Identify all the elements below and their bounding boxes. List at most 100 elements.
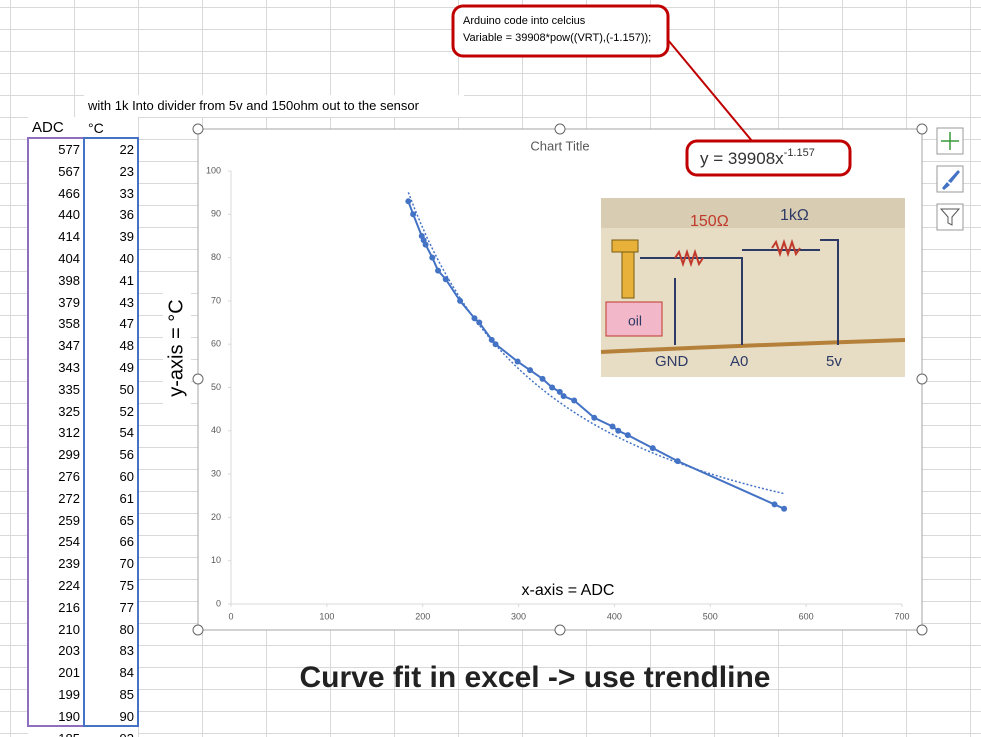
point	[649, 445, 656, 452]
y-tick-label: 80	[211, 252, 221, 262]
cell: 93	[84, 727, 138, 737]
cell: 210	[28, 618, 84, 641]
point	[591, 414, 598, 421]
handles	[192, 123, 928, 636]
cell: 83	[84, 640, 138, 663]
point	[457, 297, 464, 304]
cell: 335	[28, 378, 84, 401]
circuit-label: A0	[730, 353, 748, 370]
x-axis-title: x-axis = ADC	[522, 582, 615, 599]
x-tick-label: 0	[228, 611, 233, 621]
brush-icon	[942, 170, 960, 190]
x-tick-label: 500	[703, 611, 718, 621]
cell: 52	[84, 400, 138, 423]
circuit-label: 150Ω	[690, 213, 729, 230]
cell: 185	[28, 727, 84, 737]
cell: 190	[28, 705, 84, 728]
y-tick-label: 0	[216, 598, 221, 608]
y-tick-label: 50	[211, 382, 221, 392]
point	[539, 375, 546, 382]
cell: 201	[28, 662, 84, 685]
cell: 56	[84, 444, 138, 467]
point	[410, 211, 417, 218]
point	[556, 388, 563, 395]
cell: 199	[28, 684, 84, 706]
cell: 358	[28, 313, 84, 336]
cell: 90	[84, 705, 138, 728]
circuit-label: GND	[655, 353, 689, 370]
point	[571, 397, 578, 404]
x-tick-label: 100	[319, 611, 334, 621]
callout-text: Arduino code into celcius	[463, 15, 586, 27]
point	[560, 393, 567, 400]
x-tick-label: 300	[511, 611, 526, 621]
cell: 54	[84, 422, 138, 445]
cell: 77	[84, 596, 138, 619]
circuit-photo: 150Ω 1kΩ oil GND A0 5v	[600, 198, 906, 377]
equation-exponent: -1.157	[784, 147, 815, 159]
cell: 36	[84, 204, 138, 227]
y-tick-label: 90	[211, 209, 221, 219]
cell: 48	[84, 335, 138, 358]
note: with 1k Into divider from 5v and 150ohm …	[84, 95, 464, 117]
cell: 325	[28, 400, 84, 423]
point	[435, 267, 442, 274]
cell: 80	[84, 618, 138, 641]
cell: 440	[28, 204, 84, 227]
cell: 60	[84, 466, 138, 488]
cell: 239	[28, 553, 84, 576]
cell: 66	[84, 531, 138, 554]
caption: Curve fit in excel -> use trendline	[300, 661, 771, 694]
point	[405, 198, 412, 205]
table-edge	[600, 338, 906, 354]
cell: 312	[28, 422, 84, 445]
y-tick-label: 40	[211, 425, 221, 435]
cell: 216	[28, 596, 84, 619]
point	[471, 315, 478, 322]
cell: 203	[28, 640, 84, 663]
cell: 33	[84, 182, 138, 205]
chart-title: Chart Title	[530, 138, 589, 153]
cell: 567	[28, 160, 84, 183]
cell: 414	[28, 226, 84, 249]
series-line	[407, 200, 785, 510]
photo-shade	[601, 198, 905, 228]
trendline-callout	[685, 139, 852, 177]
cell: 398	[28, 269, 84, 292]
point	[615, 427, 622, 434]
point	[609, 423, 616, 430]
point	[418, 232, 425, 239]
chart-buttons	[936, 127, 964, 231]
resistors	[674, 238, 801, 268]
x-tick-label: 200	[415, 611, 430, 621]
plus-icon	[941, 132, 959, 150]
filter-button[interactable]	[936, 203, 964, 231]
sensor-head	[611, 239, 639, 253]
cell: 47	[84, 313, 138, 336]
x-tick-label: 700	[894, 611, 909, 621]
code-callout	[451, 4, 670, 58]
cell: 50	[84, 378, 138, 401]
callout-text: Variable = 39908*pow((VRT),(-1.157));	[463, 32, 651, 44]
cell: 85	[84, 684, 138, 706]
y-tick-label: 20	[211, 512, 221, 522]
point	[514, 358, 521, 365]
cell: 379	[28, 291, 84, 314]
y-tick-label: 10	[211, 555, 221, 565]
trendline	[407, 192, 785, 495]
plot: 0 10 20 30 40 50 60 70 80 90 100 0 100 200 300 400 500 60…	[206, 165, 910, 621]
y-title-bg	[163, 290, 191, 410]
point	[429, 254, 436, 261]
cell: 61	[84, 487, 138, 510]
cell: 259	[28, 509, 84, 532]
trendline-equation: y = 39908x-1.157	[700, 147, 815, 169]
sensor-body	[621, 251, 635, 299]
column-header: °C	[84, 117, 138, 139]
circuit-label: oil	[628, 313, 642, 329]
point	[549, 384, 556, 391]
selection-a	[27, 137, 85, 727]
selection-b	[83, 137, 139, 727]
cell: 254	[28, 531, 84, 554]
